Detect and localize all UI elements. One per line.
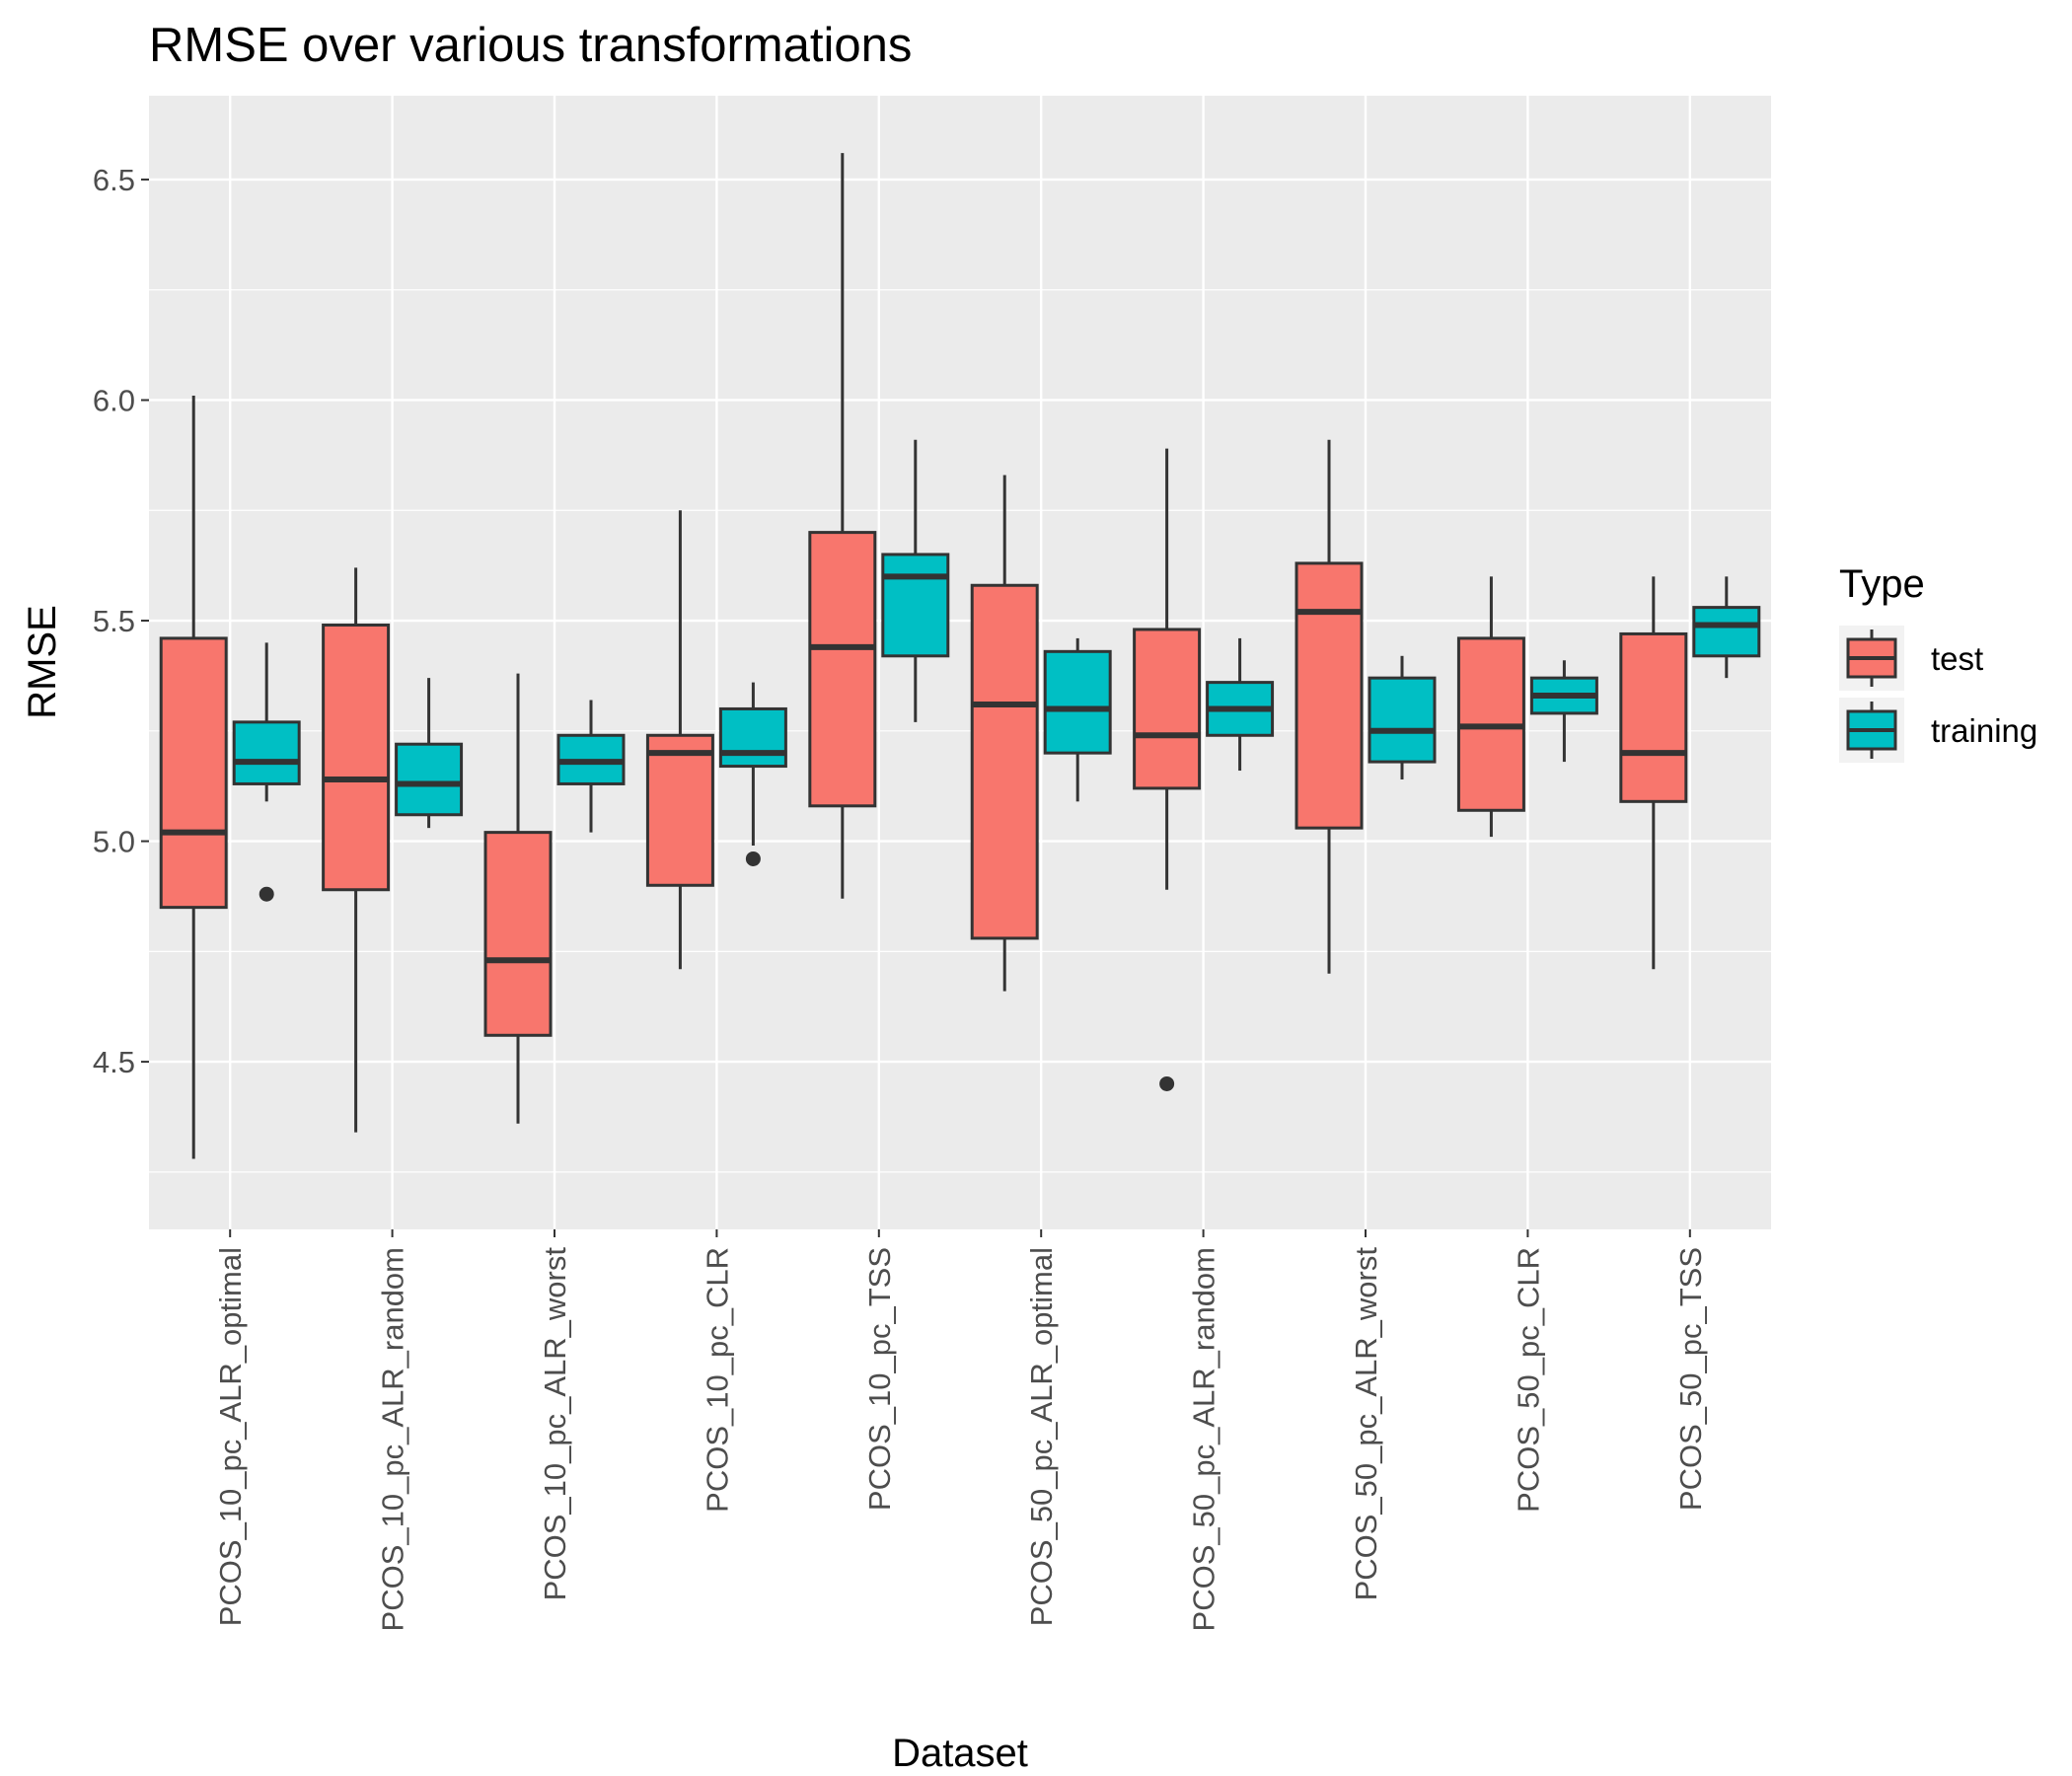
- x-tick-label: PCOS_50_pc_ALR_worst: [1349, 1247, 1383, 1601]
- box-iqr: [322, 623, 391, 892]
- box-iqr: [970, 583, 1039, 940]
- box-series: [159, 153, 1761, 1159]
- box-training: [1692, 576, 1761, 679]
- box-test: [483, 673, 553, 1124]
- box-training: [395, 678, 464, 829]
- chart-title: RMSE over various transformations: [149, 19, 912, 72]
- box-test: [645, 510, 714, 970]
- x-tick-label: PCOS_50_pc_CLR: [1511, 1247, 1545, 1513]
- y-axis: 4.5 5.0 5.5 6.0 6.5: [93, 163, 149, 1079]
- x-tick-label: PCOS_10_pc_ALR_optimal: [213, 1247, 248, 1626]
- box-iqr: [159, 636, 228, 910]
- x-tick-label: PCOS_50_pc_ALR_optimal: [1024, 1247, 1059, 1626]
- outlier-point: [1159, 1075, 1175, 1091]
- box-training: [1206, 637, 1275, 772]
- box-iqr: [645, 733, 714, 887]
- box-iqr: [232, 720, 301, 785]
- x-tick-label: PCOS_10_pc_ALR_random: [376, 1247, 410, 1631]
- box-iqr: [1295, 561, 1364, 830]
- outlier-point: [259, 886, 274, 902]
- major-gridlines: [149, 96, 1771, 1229]
- y-axis-title: RMSE: [21, 605, 64, 719]
- box-iqr: [1043, 649, 1112, 755]
- box-training: [881, 439, 950, 722]
- box-iqr: [881, 553, 950, 658]
- box-iqr: [395, 742, 464, 817]
- box-test: [1619, 576, 1688, 970]
- box-test: [159, 396, 228, 1159]
- box-training: [1043, 637, 1112, 802]
- legend-label: training: [1931, 712, 2037, 749]
- box-iqr: [483, 831, 553, 1037]
- x-tick-label: PCOS_10_pc_CLR: [700, 1247, 734, 1513]
- x-axis-title: Dataset: [892, 1732, 1028, 1775]
- x-tick-label: PCOS_50_pc_TSS: [1673, 1247, 1708, 1511]
- y-tick-label: 6.0: [93, 383, 135, 417]
- box-training: [1529, 660, 1598, 763]
- box-test: [1456, 576, 1525, 838]
- box-test: [970, 475, 1039, 992]
- box-test: [1133, 448, 1202, 1091]
- box-training: [556, 700, 626, 833]
- y-tick-label: 6.5: [93, 163, 135, 197]
- x-tick-label: PCOS_50_pc_ALR_random: [1187, 1247, 1221, 1631]
- box-iqr: [1368, 676, 1437, 764]
- box-test: [322, 567, 391, 1133]
- x-tick-label: PCOS_10_pc_ALR_worst: [538, 1247, 572, 1601]
- y-tick-label: 5.5: [93, 604, 135, 638]
- box-training: [232, 642, 301, 902]
- legend-title: Type: [1839, 562, 1925, 606]
- box-iqr: [718, 706, 787, 769]
- legend-label: test: [1931, 640, 1983, 677]
- y-tick-label: 4.5: [93, 1045, 135, 1079]
- legend: Type test training: [1839, 562, 2037, 763]
- box-training: [1368, 655, 1437, 779]
- box-test: [808, 153, 877, 899]
- box-iqr: [1692, 606, 1761, 658]
- x-axis: PCOS_10_pc_ALR_optimal PCOS_10_pc_ALR_ran…: [213, 1229, 1708, 1631]
- box-iqr: [808, 531, 877, 808]
- box-iqr: [1133, 628, 1202, 790]
- box-iqr: [1619, 631, 1688, 803]
- y-tick-label: 5.0: [93, 825, 135, 859]
- box-test: [1295, 439, 1364, 974]
- outlier-point: [745, 851, 761, 866]
- x-tick-label: PCOS_10_pc_TSS: [862, 1247, 897, 1511]
- box-training: [718, 682, 787, 866]
